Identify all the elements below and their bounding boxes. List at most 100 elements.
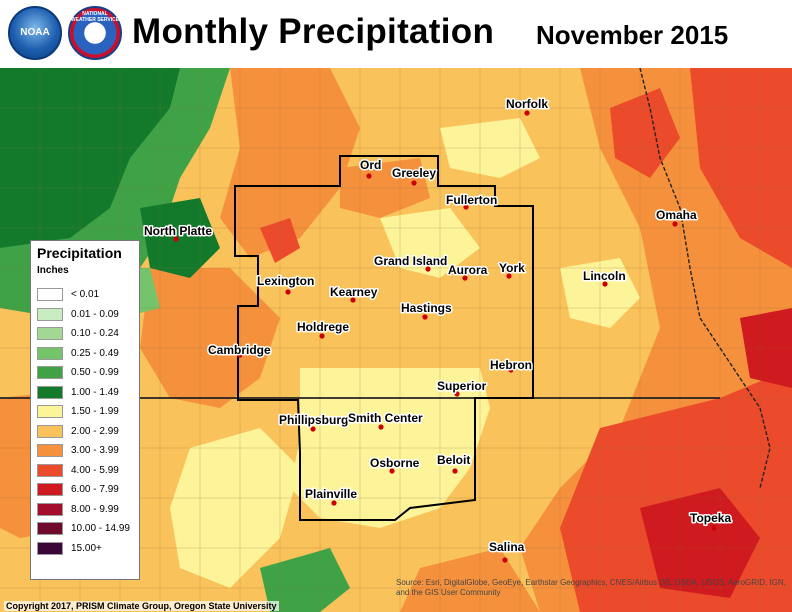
city-ord[interactable]: Ord [359,157,383,179]
date-label: November 2015 [536,20,729,50]
legend-label: 4.00 - 5.99 [71,464,119,476]
legend-label: 15.00+ [71,542,102,554]
legend-label: 0.01 - 0.09 [71,308,119,320]
header: NOAA NATIONAL WEATHER SERVICE Monthly Pr… [0,0,792,68]
nws-logo-icon: NATIONAL WEATHER SERVICE [68,6,122,60]
city-label: North Platte [144,224,212,238]
city-label: Ord [360,158,381,172]
legend-swatch [37,405,63,419]
city-plainville[interactable]: Plainville [304,486,359,506]
page-title: Monthly Precipitation [132,12,495,51]
city-label: Superior [437,379,487,393]
legend-row: 15.00+ [37,539,130,559]
city-label: Phillipsburg [279,413,348,427]
precip-zone-3-4 [140,268,280,408]
legend-label: 10.00 - 14.99 [71,523,130,535]
legend-label: 1.00 - 1.49 [71,386,119,398]
city-label: Lincoln [583,269,626,283]
legend-swatch [37,444,63,458]
legend-row: 1.50 - 1.99 [37,402,130,422]
city-smith-center[interactable]: Smith Center [347,410,425,430]
source-attribution: Source: Esri, DigitalGlobe, GeoEye, Eart… [396,578,786,597]
legend-swatch [37,424,63,438]
legend-row: 0.01 - 0.09 [37,305,130,325]
legend-row: 1.00 - 1.49 [37,383,130,403]
legend-row: 4.00 - 5.99 [37,461,130,481]
nws-logo-text: NATIONAL WEATHER SERVICE [70,11,120,23]
legend-swatch [37,502,63,516]
legend-label: 0.25 - 0.49 [71,347,119,359]
legend-swatch [37,463,63,477]
legend-swatch [37,385,63,399]
city-lexington[interactable]: Lexington [256,273,316,295]
legend-row: 8.00 - 9.99 [37,500,130,520]
city-label: Kearney [330,285,378,299]
legend-row: 3.00 - 3.99 [37,441,130,461]
city-aurora[interactable]: Aurora [447,262,489,281]
legend-unit: Inches [37,265,69,276]
city-grand-island[interactable]: Grand Island [373,253,449,272]
city-label: Greeley [392,166,436,180]
legend-swatch [37,483,63,497]
city-phillipsburg[interactable]: Phillipsburg [278,412,350,432]
city-label: Smith Center [348,411,423,425]
city-greeley[interactable]: Greeley [391,165,438,186]
city-fullerton[interactable]: Fullerton [445,192,499,210]
city-york[interactable]: York [498,260,527,279]
precip-zone-4-6 [610,88,680,178]
city-topeka[interactable]: Topeka [689,510,733,531]
precipitation-map: North Platte Ord Greeley Fullerton Norfo… [0,68,792,612]
city-label: Hebron [490,358,532,372]
city-holdrege[interactable]: Holdrege [296,319,351,339]
legend-label: 6.00 - 7.99 [71,484,119,496]
legend-label: 8.00 - 9.99 [71,503,119,515]
legend-title: Precipitation [37,245,122,261]
precip-zone-3-4 [400,548,540,612]
city-label: Norfolk [506,97,548,111]
city-hastings[interactable]: Hastings [400,300,454,320]
city-label: Cambridge [208,343,271,357]
copyright-text: Copyright 2017, PRISM Climate Group, Ore… [4,601,279,611]
precip-zone-1-1.5 [0,68,180,248]
legend-list: < 0.01 0.01 - 0.09 0.10 - 0.24 0.25 - 0.49 0… [37,285,130,558]
legend-label: 1.50 - 1.99 [71,406,119,418]
legend-row: < 0.01 [37,285,130,305]
legend-label: < 0.01 [71,289,100,301]
legend-row: 0.25 - 0.49 [37,344,130,364]
precip-zone-3-4 [220,68,360,258]
forecast-area-outline [234,155,534,521]
city-label: Aurora [448,263,488,277]
city-osborne[interactable]: Osborne [369,455,421,474]
noaa-logo-text: NOAA [20,27,50,38]
precip-zone-6-8 [640,488,760,598]
river-border [639,68,771,489]
noaa-logo-icon: NOAA [8,6,62,60]
city-omaha[interactable]: Omaha [655,207,699,227]
city-salina[interactable]: Salina [488,539,526,563]
legend-swatch [37,541,63,555]
legend-swatch [37,346,63,360]
city-superior[interactable]: Superior [436,378,488,397]
city-lincoln[interactable]: Lincoln [582,268,627,287]
legend: Precipitation Inches < 0.01 0.01 - 0.09 0.… [30,240,140,580]
city-label: York [499,261,525,275]
city-label: Beloit [437,453,470,467]
city-label: Omaha [656,208,697,222]
city-label: Salina [489,540,525,554]
city-kearney[interactable]: Kearney [329,284,379,303]
legend-label: 0.10 - 0.24 [71,328,119,340]
city-label: Grand Island [374,254,447,268]
city-norfolk[interactable]: Norfolk [505,96,550,116]
precip-zone-0.5-1 [260,548,350,612]
city-label: Holdrege [297,320,349,334]
city-label: Osborne [370,456,420,470]
precip-zone-1.5-2 [380,208,480,278]
legend-swatch [37,307,63,321]
city-label: Plainville [305,487,357,501]
legend-row: 0.50 - 0.99 [37,363,130,383]
city-beloit[interactable]: Beloit [436,452,472,474]
city-cambridge[interactable]: Cambridge [207,342,273,359]
legend-swatch [37,327,63,341]
city-hebron[interactable]: Hebron [489,357,534,374]
city-north-platte[interactable]: North Platte [143,223,214,242]
